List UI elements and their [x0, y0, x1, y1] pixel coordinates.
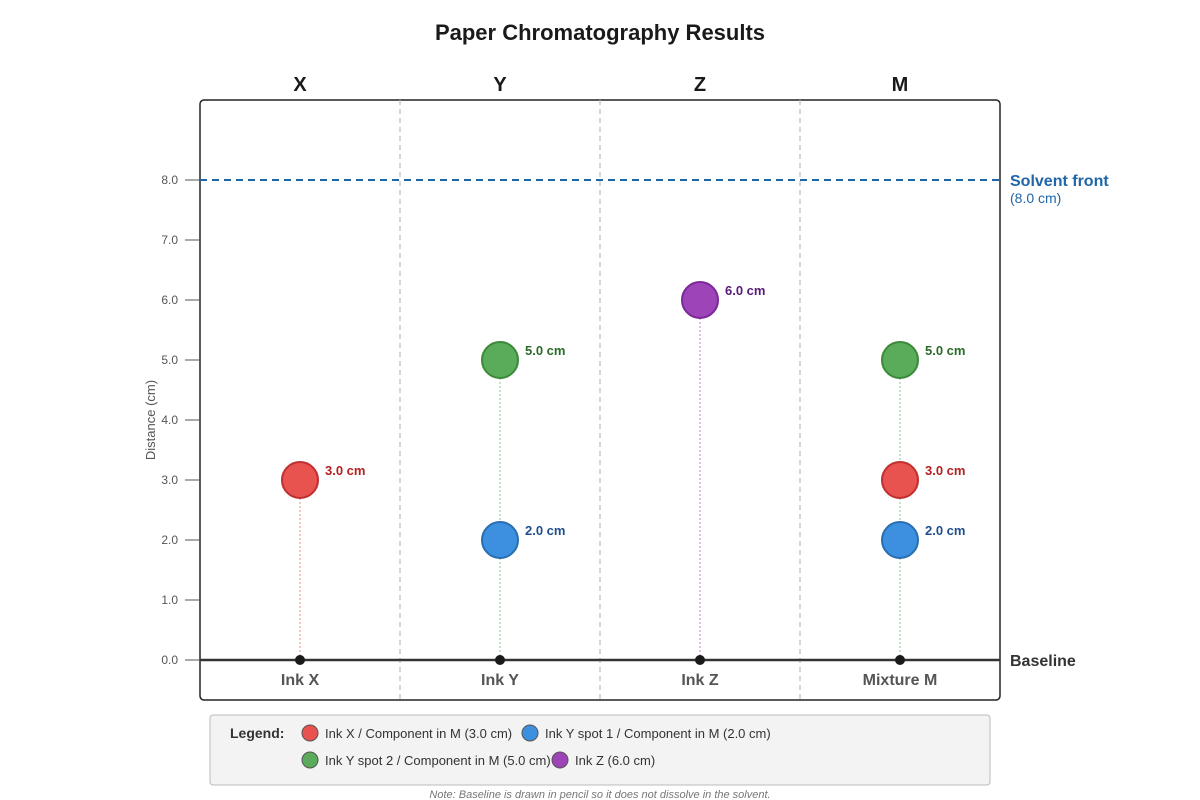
y-tick-label: 4.0: [161, 413, 178, 427]
y-axis: 0.0 1.0 2.0 3.0 4.0 5.0 6.0 7.0 8.0: [161, 173, 200, 667]
lane-header-x: X: [293, 74, 307, 96]
y-tick-label: 1.0: [161, 593, 178, 607]
y-tick-label: 2.0: [161, 533, 178, 547]
y-tick-label: 7.0: [161, 233, 178, 247]
spot: [681, 281, 719, 319]
legend-swatch: [301, 724, 319, 742]
spot-label: 2.0 cm: [925, 523, 965, 538]
origin-dot: [295, 655, 305, 665]
origin-dot: [495, 655, 505, 665]
spot: [881, 341, 919, 379]
origin-dot: [895, 655, 905, 665]
legend: Legend: Ink X / Component in M (3.0 cm) I…: [209, 714, 991, 786]
lane-footer-x: Ink X: [281, 672, 320, 689]
spot: [881, 521, 919, 559]
lane-dividers: [399, 100, 801, 700]
spot-label: 6.0 cm: [725, 283, 765, 298]
lane-footer-y: Ink Y: [481, 672, 519, 689]
spot: [481, 521, 519, 559]
solvent-front-label: Solvent front: [1010, 173, 1109, 190]
legend-label: Ink Y spot 1 / Component in M (2.0 cm): [545, 726, 771, 741]
origin-dots: [295, 655, 905, 665]
footnote: Note: Baseline is drawn in pencil so it …: [429, 789, 770, 800]
y-axis-title: Distance (cm): [143, 380, 158, 460]
y-tick-label: 3.0: [161, 473, 178, 487]
legend-title: Legend:: [230, 725, 284, 741]
legend-swatch: [551, 751, 569, 769]
lane-header-m: M: [892, 74, 909, 96]
legend-box: [209, 714, 991, 786]
solvent-front-value: (8.0 cm): [1010, 190, 1061, 206]
origin-dot: [695, 655, 705, 665]
spots: 3.0 cm 5.0 cm 2.0 cm 6.0 cm 5.0 cm 3.0 cm 2.0 …: [281, 281, 965, 559]
spot-label: 5.0 cm: [925, 343, 965, 358]
legend-items: Ink X / Component in M (3.0 cm) Ink Y spo…: [301, 724, 771, 769]
lane-header-y: Y: [493, 74, 507, 96]
spot-label: 2.0 cm: [525, 523, 565, 538]
y-tick-label: 5.0: [161, 353, 178, 367]
y-tick-label: 0.0: [161, 653, 178, 667]
legend-label: Ink Y spot 2 / Component in M (5.0 cm): [325, 753, 551, 768]
lane-footers: Ink X Ink Y Ink Z Mixture M: [281, 672, 937, 689]
spot-label: 5.0 cm: [525, 343, 565, 358]
y-tick-label: 6.0: [161, 293, 178, 307]
spot: [281, 461, 319, 499]
spot-trails: [299, 300, 901, 660]
legend-swatch: [301, 751, 319, 769]
legend-label: Ink X / Component in M (3.0 cm): [325, 726, 512, 741]
baseline-label: Baseline: [1010, 653, 1076, 670]
chart-title: Paper Chromatography Results: [435, 20, 765, 45]
spot-label: 3.0 cm: [325, 463, 365, 478]
spot-label: 3.0 cm: [925, 463, 965, 478]
lane-footer-z: Ink Z: [681, 672, 719, 689]
spot: [881, 461, 919, 499]
lane-header-z: Z: [694, 74, 706, 96]
legend-label: Ink Z (6.0 cm): [575, 753, 655, 768]
lane-footer-m: Mixture M: [863, 672, 938, 689]
spot: [481, 341, 519, 379]
y-tick-label: 8.0: [161, 173, 178, 187]
legend-swatch: [521, 724, 539, 742]
